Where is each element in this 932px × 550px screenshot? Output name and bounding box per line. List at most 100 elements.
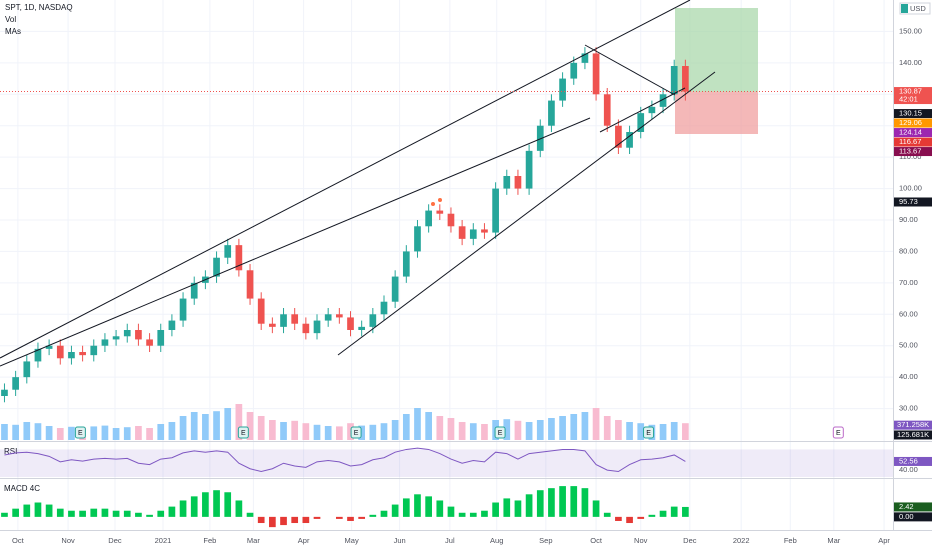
candle-body <box>213 257 220 277</box>
volume-bar <box>536 420 544 440</box>
candle-body <box>559 78 566 101</box>
volume-bar <box>1 424 8 440</box>
macd-bar <box>179 500 187 517</box>
macd-bar <box>68 510 75 517</box>
earnings-label: E <box>646 430 651 437</box>
volume-tag-label: 371.258K <box>897 420 929 429</box>
candle-body <box>603 94 611 126</box>
candle-body <box>358 326 366 330</box>
volume-bar <box>425 412 432 440</box>
candle-body <box>592 53 600 95</box>
volume-bar <box>469 423 477 440</box>
candle-body <box>347 317 354 330</box>
x-tick-label: May <box>345 536 359 545</box>
macd-bar <box>469 512 477 517</box>
candle-body <box>246 270 254 299</box>
x-tick-label: Jun <box>394 536 406 545</box>
earnings-badge[interactable] <box>643 426 655 439</box>
macd-last-label: 2.42 <box>899 502 914 511</box>
candle-body <box>414 226 421 252</box>
candle-body <box>637 113 645 132</box>
rsi-line <box>4 447 686 473</box>
candle-body <box>79 352 86 356</box>
candles <box>1 47 689 440</box>
y-tick-label: 50.00 <box>899 341 918 350</box>
volume-bar <box>324 426 332 440</box>
candle-body <box>536 125 544 151</box>
macd-bar <box>369 514 377 517</box>
macd-bar <box>391 504 399 517</box>
macd-bar <box>503 498 511 517</box>
volume-bar <box>246 412 254 440</box>
volume-bar <box>112 428 120 440</box>
candle-body <box>168 320 176 330</box>
signal-dot <box>431 202 435 206</box>
trend-line[interactable] <box>599 87 686 133</box>
trend-line[interactable] <box>337 71 716 356</box>
price-tag <box>894 147 932 157</box>
macd-bar <box>525 494 533 517</box>
candle-body <box>369 314 377 327</box>
x-tick-label: Aug <box>490 536 503 545</box>
x-tick-label: Dec <box>108 536 122 545</box>
position-target-zone[interactable] <box>675 8 758 92</box>
macd-bar <box>168 506 176 517</box>
trend-line[interactable] <box>0 0 691 359</box>
macd-bar <box>358 516 366 519</box>
price-tag-label: 129.06 <box>899 118 922 127</box>
macd-bar <box>291 516 299 524</box>
earnings-badge[interactable] <box>832 426 844 439</box>
macd-bar <box>425 496 432 517</box>
earnings-badge[interactable] <box>494 426 506 439</box>
candle-body <box>280 314 287 327</box>
y-tick-label: 110.00 <box>899 152 921 161</box>
x-tick-label: 2022 <box>733 536 750 545</box>
macd-bar <box>302 516 310 524</box>
volume-bar <box>202 414 209 440</box>
macd-bar <box>34 502 42 517</box>
earnings-badge[interactable] <box>74 426 86 439</box>
macd-bar <box>213 490 220 517</box>
candle-body <box>34 348 42 362</box>
macd-bar <box>12 508 19 517</box>
macd-bar <box>659 510 667 517</box>
volume-bar <box>257 416 265 440</box>
macd-title: MACD 4C <box>4 484 40 493</box>
volume-bar <box>402 414 410 440</box>
volume-bar <box>670 422 678 440</box>
drawings <box>0 0 716 367</box>
candle-body <box>458 226 466 239</box>
volume-bar <box>213 411 220 440</box>
x-tick-label: Sep <box>539 536 552 545</box>
x-tick-label: Nov <box>634 536 648 545</box>
y-tick-label: 80.00 <box>899 246 918 255</box>
volume-bar <box>302 423 310 440</box>
volume-bar <box>525 422 533 440</box>
macd-bar <box>235 500 243 517</box>
price-tag-label: 116.67 <box>899 137 921 146</box>
position-stop-zone[interactable] <box>675 92 758 134</box>
currency-box[interactable] <box>899 2 931 15</box>
price-tag <box>894 128 932 138</box>
macd-bar <box>135 512 142 517</box>
macd-bar <box>447 506 455 517</box>
earnings-badge[interactable] <box>350 426 362 439</box>
earnings-badge[interactable] <box>237 426 249 439</box>
candle-body <box>23 361 31 378</box>
volume-bar <box>56 428 64 440</box>
trend-line[interactable] <box>0 117 591 367</box>
candle-body <box>123 330 131 337</box>
x-tick-label: Oct <box>12 536 25 545</box>
candle-body <box>68 352 75 359</box>
macd-bar <box>682 506 689 517</box>
x-tick-label: Mar <box>827 536 840 545</box>
macd-bar <box>257 516 265 524</box>
macd-bar <box>79 510 86 517</box>
trend-line[interactable] <box>584 44 676 96</box>
volume-tag <box>894 430 932 440</box>
macd-last-tag <box>894 502 932 512</box>
macd-bar <box>402 498 410 517</box>
volume-bar <box>313 424 321 440</box>
volume-bar <box>369 424 377 440</box>
